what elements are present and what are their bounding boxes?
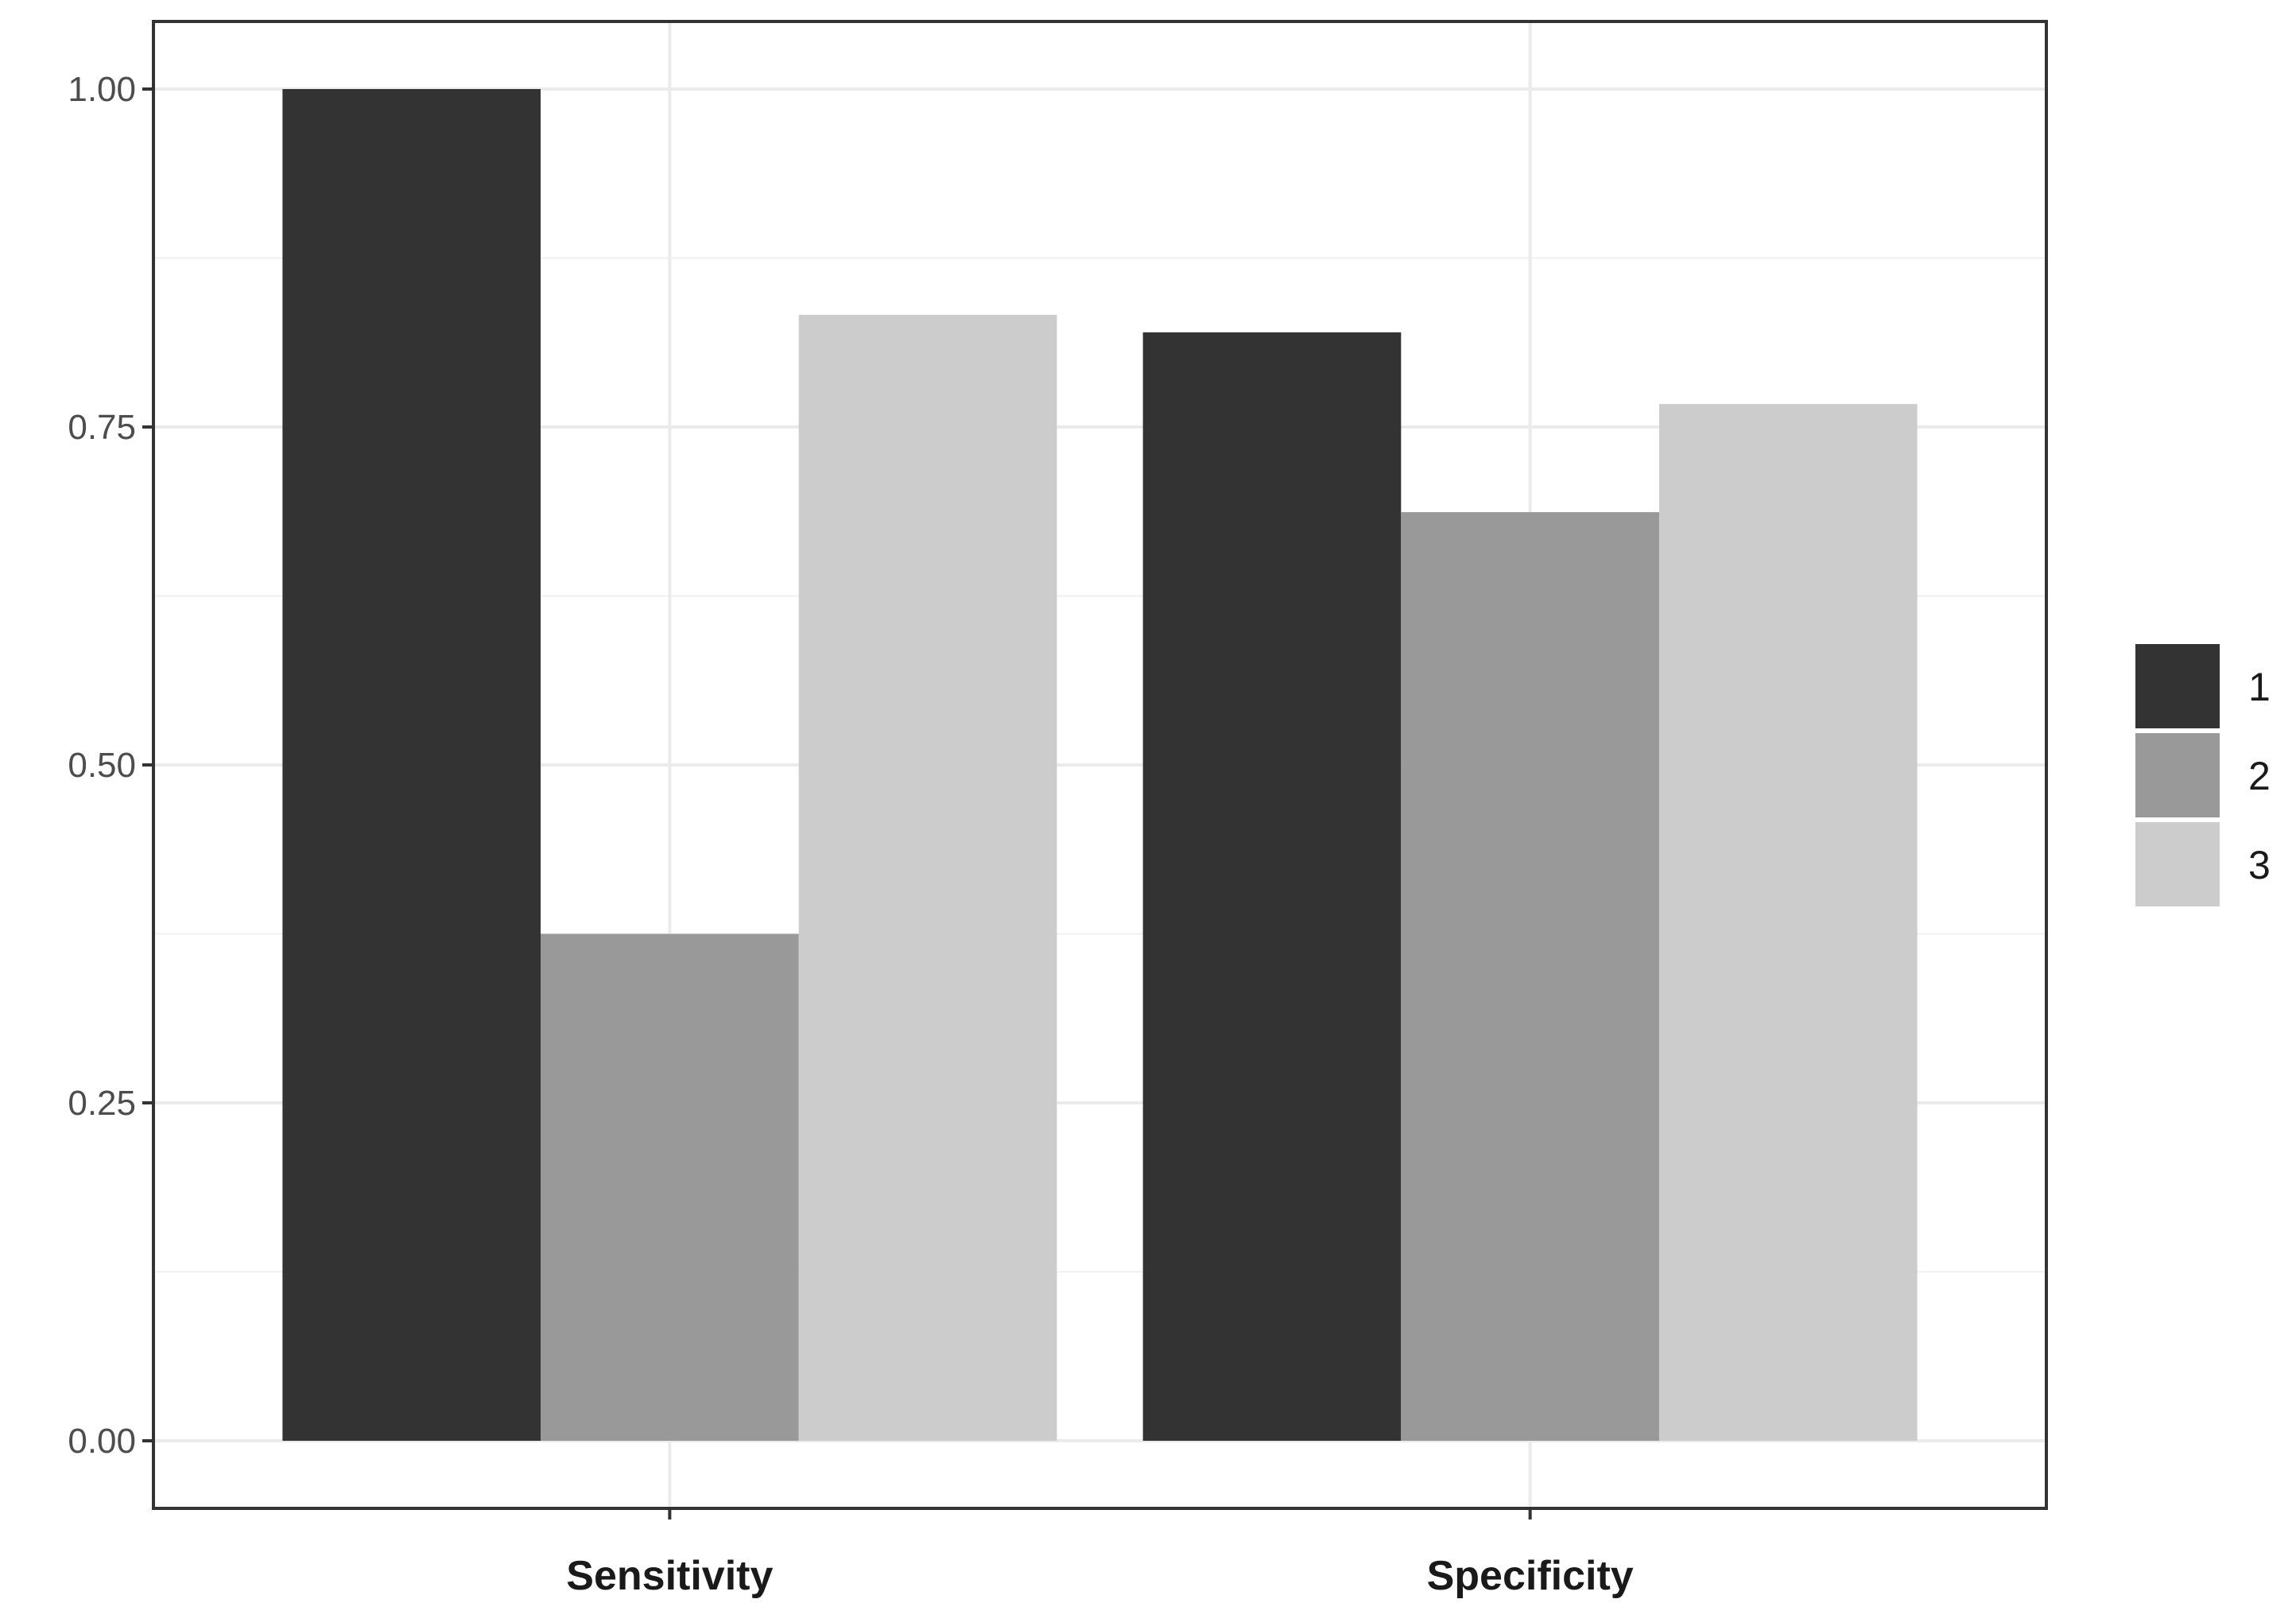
legend-key-3 — [2135, 822, 2220, 906]
axes-group: 0.00 0.25 0.50 0.75 1.00 Sensitivity Specifici… — [68, 70, 1633, 1599]
x-tick-label-sensitivity: Sensitivity — [566, 1553, 773, 1599]
legend-label-1: 1 — [2248, 665, 2271, 709]
legend-label-3: 3 — [2248, 843, 2271, 887]
bars-group — [282, 89, 1918, 1442]
x-tick-label-specificity: Specificity — [1427, 1553, 1634, 1599]
bar-sensitivity-series-2 — [541, 933, 799, 1441]
bar-specificity-series-1 — [1142, 332, 1402, 1441]
y-tick-label: 0.75 — [68, 408, 136, 447]
bar-sensitivity-series-1 — [282, 89, 541, 1441]
y-tick-label: 0.25 — [68, 1084, 136, 1123]
y-tick-label: 0.00 — [68, 1422, 136, 1461]
legend-label-2: 2 — [2248, 754, 2271, 798]
y-tick-label: 0.50 — [68, 746, 136, 785]
bar-specificity-series-2 — [1401, 512, 1659, 1441]
bar-sensitivity-series-3 — [798, 314, 1057, 1441]
legend-key-2 — [2135, 733, 2220, 817]
legend-key-1 — [2135, 644, 2220, 728]
bar-specificity-series-3 — [1658, 404, 1918, 1442]
legend: 1 2 3 — [2135, 644, 2271, 906]
y-tick-label: 1.00 — [68, 70, 136, 109]
